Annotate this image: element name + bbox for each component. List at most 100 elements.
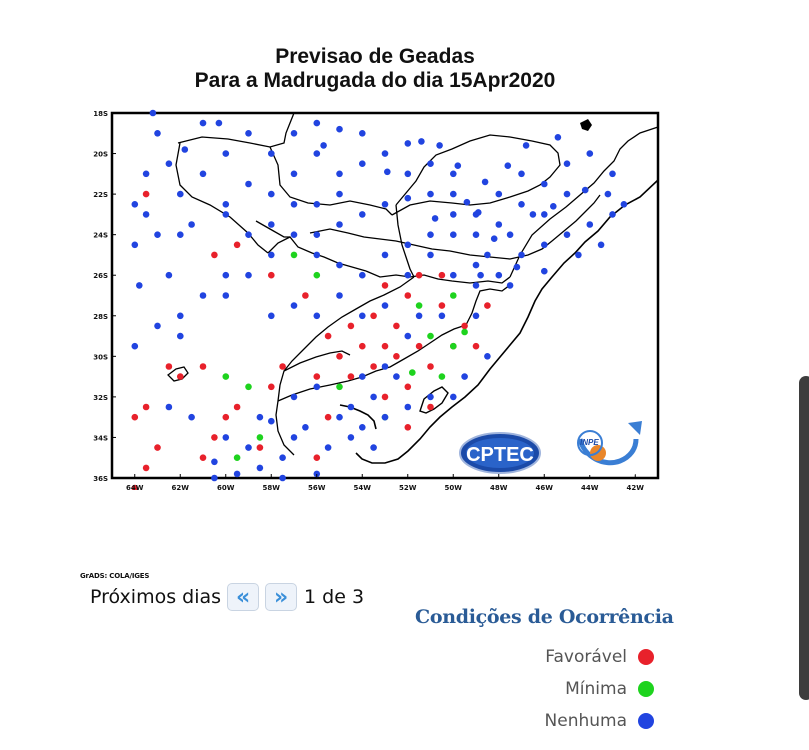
station-marker-nenhuma xyxy=(268,190,275,198)
station-marker-favoravel xyxy=(142,464,150,472)
station-marker-nenhuma xyxy=(575,251,582,259)
station-marker-nenhuma xyxy=(450,190,457,198)
previous-days-button[interactable]: « xyxy=(227,583,260,611)
station-marker-nenhuma xyxy=(381,251,389,259)
station-marker-minima xyxy=(461,328,468,336)
station-marker-nenhuma xyxy=(313,312,321,320)
station-marker-nenhuma xyxy=(495,221,503,228)
station-marker-nenhuma xyxy=(427,190,434,198)
station-marker-nenhuma xyxy=(279,474,286,482)
station-marker-nenhuma xyxy=(177,312,184,320)
station-marker-nenhuma xyxy=(404,332,412,340)
station-marker-nenhuma xyxy=(336,170,343,178)
station-marker-nenhuma xyxy=(211,458,218,466)
station-marker-nenhuma xyxy=(290,302,298,309)
page-counter: 1 de 3 xyxy=(304,586,365,608)
longitude-tick-label: 54W xyxy=(354,484,372,490)
station-marker-minima xyxy=(438,373,446,380)
station-marker-nenhuma xyxy=(404,140,412,147)
cptec-logo[interactable]: CPTEC xyxy=(459,432,541,474)
station-marker-nenhuma xyxy=(142,170,150,178)
station-marker-nenhuma xyxy=(450,170,457,178)
station-marker-nenhuma xyxy=(597,241,605,249)
legend-dot-red xyxy=(638,649,654,665)
station-marker-nenhuma xyxy=(199,119,207,127)
station-marker-nenhuma xyxy=(481,178,489,186)
station-marker-nenhuma xyxy=(347,403,355,411)
lagoa-dos-patos xyxy=(419,386,449,414)
station-marker-nenhuma xyxy=(415,312,423,320)
station-marker-favoravel xyxy=(484,302,491,309)
frost-forecast-map: 18S 20S 22S 24S 26S 28S 30S 32S 34S 36S 64W 62W 60W… xyxy=(93,109,660,490)
latitude-tick-label: 26S xyxy=(93,272,108,280)
station-marker-favoravel xyxy=(438,302,446,309)
station-marker-nenhuma xyxy=(245,180,252,188)
station-marker-nenhuma xyxy=(450,271,457,279)
station-marker-nenhuma xyxy=(177,332,184,340)
longitude-tick-label: 58W xyxy=(263,484,281,490)
station-marker-nenhuma xyxy=(418,138,425,145)
legend-item-minima: Mínima xyxy=(565,679,654,699)
station-marker-nenhuma xyxy=(381,302,389,309)
legend-title: Condições de Ocorrência xyxy=(415,606,674,628)
station-marker-minima xyxy=(427,332,434,340)
station-marker-favoravel xyxy=(347,322,355,330)
legend-dot-blue xyxy=(638,713,654,729)
station-marker-nenhuma xyxy=(142,211,150,218)
station-marker-favoravel xyxy=(427,403,434,411)
station-marker-nenhuma xyxy=(268,150,275,157)
station-marker-nenhuma xyxy=(313,150,321,157)
station-marker-favoravel xyxy=(177,373,184,380)
station-marker-nenhuma xyxy=(504,162,512,169)
station-marker-nenhuma xyxy=(149,109,157,117)
latitude-tick-label: 36S xyxy=(93,475,108,483)
station-marker-nenhuma xyxy=(609,170,616,178)
station-marker-favoravel xyxy=(256,444,264,451)
station-marker-favoravel xyxy=(233,403,241,411)
station-marker-nenhuma xyxy=(336,413,343,421)
station-marker-nenhuma xyxy=(188,413,195,421)
longitude-tick-label: 46W xyxy=(536,484,554,490)
station-marker-nenhuma xyxy=(450,231,457,238)
station-marker-favoravel xyxy=(461,322,468,330)
station-marker-nenhuma xyxy=(461,373,468,380)
station-marker-favoravel xyxy=(222,413,230,421)
station-marker-minima xyxy=(313,271,321,279)
station-marker-favoravel xyxy=(199,454,207,462)
double-chevron-right-icon: » xyxy=(273,584,289,610)
station-marker-nenhuma xyxy=(541,241,548,249)
double-chevron-left-icon: « xyxy=(235,584,251,610)
station-marker-nenhuma xyxy=(513,263,521,271)
station-marker-nenhuma xyxy=(313,231,321,238)
station-marker-favoravel xyxy=(336,353,343,360)
station-marker-nenhuma xyxy=(245,444,252,451)
station-marker-favoravel xyxy=(347,373,355,380)
inpe-logo[interactable]: INPE xyxy=(568,413,642,475)
station-marker-nenhuma xyxy=(381,363,389,370)
station-marker-nenhuma xyxy=(484,251,491,259)
station-marker-nenhuma xyxy=(165,160,173,167)
legend-label: Mínima xyxy=(565,679,627,699)
station-marker-favoravel xyxy=(415,342,423,350)
station-marker-nenhuma xyxy=(359,373,366,380)
station-marker-nenhuma xyxy=(529,211,537,218)
station-marker-favoravel xyxy=(370,312,377,320)
station-marker-nenhuma xyxy=(245,130,252,137)
station-marker-nenhuma xyxy=(563,231,571,238)
station-marker-nenhuma xyxy=(245,271,252,279)
station-marker-nenhuma xyxy=(222,211,230,218)
station-marker-minima xyxy=(450,342,457,350)
next-days-button[interactable]: » xyxy=(265,583,298,611)
station-marker-nenhuma xyxy=(268,417,275,425)
next-days-navigation: Próximos dias « » 1 de 3 xyxy=(90,582,364,612)
station-marker-nenhuma xyxy=(554,134,562,141)
station-marker-favoravel xyxy=(404,424,412,431)
station-marker-favoravel xyxy=(404,383,412,391)
station-marker-nenhuma xyxy=(427,251,434,259)
station-marker-nenhuma xyxy=(472,312,480,320)
scrollbar[interactable] xyxy=(799,376,809,700)
station-marker-nenhuma xyxy=(290,434,298,441)
station-marker-nenhuma xyxy=(477,271,484,279)
station-marker-nenhuma xyxy=(199,292,207,299)
station-marker-nenhuma xyxy=(222,434,230,441)
